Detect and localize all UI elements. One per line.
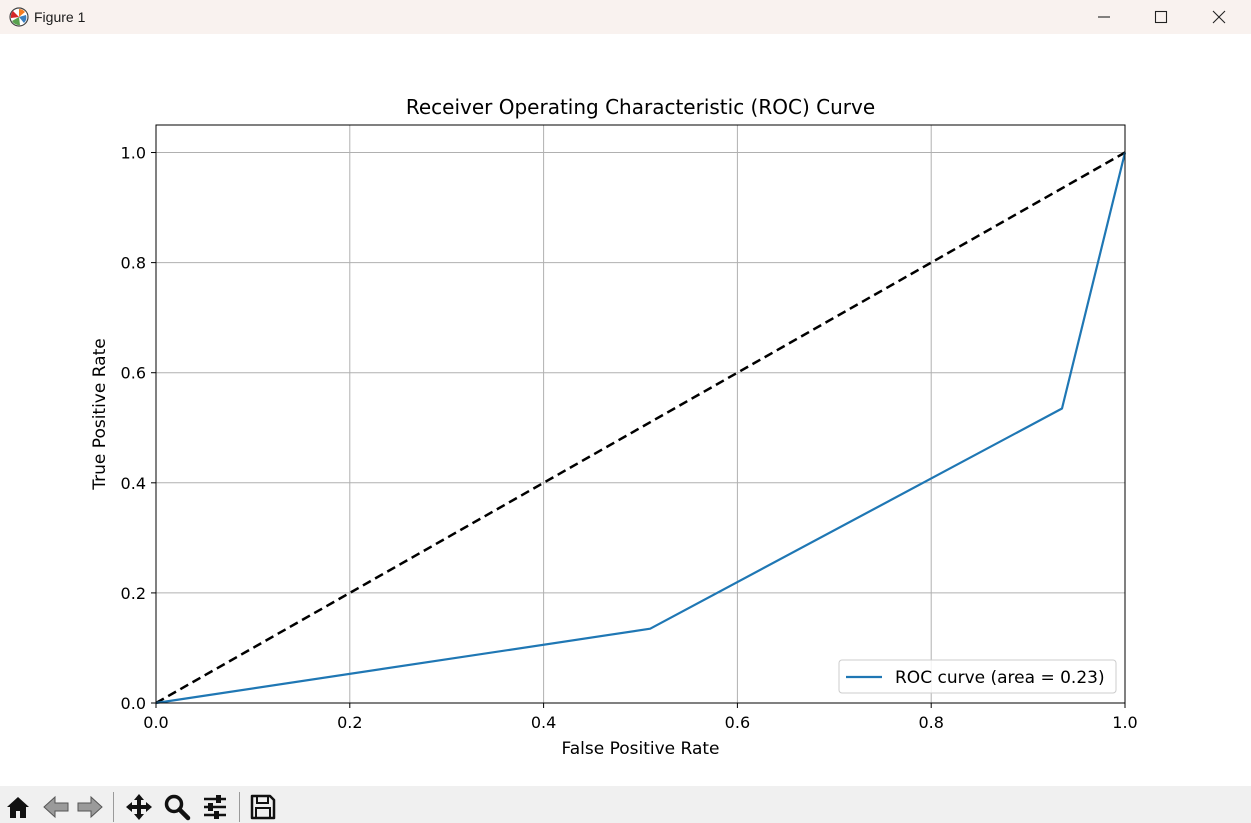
back-icon: [43, 795, 69, 819]
legend-box: [838, 659, 1117, 694]
x-tick-label: 0.2: [337, 713, 362, 732]
x-tick-label: 0.4: [531, 713, 556, 732]
home-icon: [7, 797, 29, 818]
navigation-toolbar: [0, 786, 1251, 823]
x-ticks: 0.0 0.2 0.4 0.6 0.8 1.0: [143, 703, 1138, 732]
home-button[interactable]: [2, 792, 34, 822]
x-tick-label: 0.6: [725, 713, 750, 732]
close-button[interactable]: [1196, 0, 1242, 34]
configure-subplots-icon: [204, 795, 226, 819]
maximize-button[interactable]: [1138, 0, 1184, 34]
forward-icon: [77, 795, 103, 819]
chance-line: [155, 151, 1126, 705]
chart-title: Receiver Operating Characteristic (ROC) …: [406, 95, 875, 119]
zoom-icon: [164, 794, 191, 821]
x-tick-label: 0.8: [918, 713, 943, 732]
save-icon: [250, 794, 276, 820]
toolbar-separator: [113, 792, 114, 822]
minimize-icon: [1098, 16, 1110, 18]
grid: [155, 125, 1126, 704]
legend: ROC curve (area = 0.23): [838, 659, 1117, 694]
y-tick-label: 0.4: [121, 474, 146, 493]
zoom-button[interactable]: [161, 792, 193, 822]
axes-frame: [155, 124, 1126, 704]
forward-button[interactable]: [74, 792, 106, 822]
matplotlib-logo-icon: [9, 7, 29, 27]
y-tick-label: 0.0: [121, 694, 146, 713]
y-tick-label: 0.8: [121, 254, 146, 273]
x-axis-label: False Positive Rate: [562, 739, 720, 759]
y-axis-label: True Positive Rate: [90, 338, 110, 490]
series-lines: [155, 151, 1127, 705]
save-button[interactable]: [247, 792, 279, 822]
y-tick-label: 0.6: [121, 364, 146, 383]
maximize-icon: [1154, 10, 1168, 24]
y-tick-label: 1.0: [121, 144, 146, 163]
minimize-button[interactable]: [1081, 0, 1127, 34]
close-icon: [1212, 10, 1226, 24]
roc-curve-line: [155, 152, 1127, 705]
toolbar-separator: [239, 792, 240, 822]
x-tick-label: 1.0: [1112, 713, 1137, 732]
window-title: Figure 1: [34, 9, 86, 25]
y-tick-label: 0.2: [121, 584, 146, 603]
roc-chart: 0.0 0.2 0.4 0.6 0.8 1.0 0.0 0.2 0.4 0.6 0.8 1.0 Re…: [90, 95, 1138, 759]
y-ticks: 0.0 0.2 0.4 0.6 0.8 1.0: [121, 144, 156, 713]
x-tick-label: 0.0: [143, 713, 168, 732]
pan-button[interactable]: [123, 792, 155, 822]
figure-canvas: 0.0 0.2 0.4 0.6 0.8 1.0 0.0 0.2 0.4 0.6 0.8 1.0 Re…: [0, 34, 1251, 786]
window-titlebar: Figure 1: [0, 0, 1251, 34]
legend-label: ROC curve (area = 0.23): [895, 668, 1105, 688]
back-button[interactable]: [40, 792, 72, 822]
configure-subplots-button[interactable]: [199, 792, 231, 822]
pan-icon: [126, 794, 152, 820]
